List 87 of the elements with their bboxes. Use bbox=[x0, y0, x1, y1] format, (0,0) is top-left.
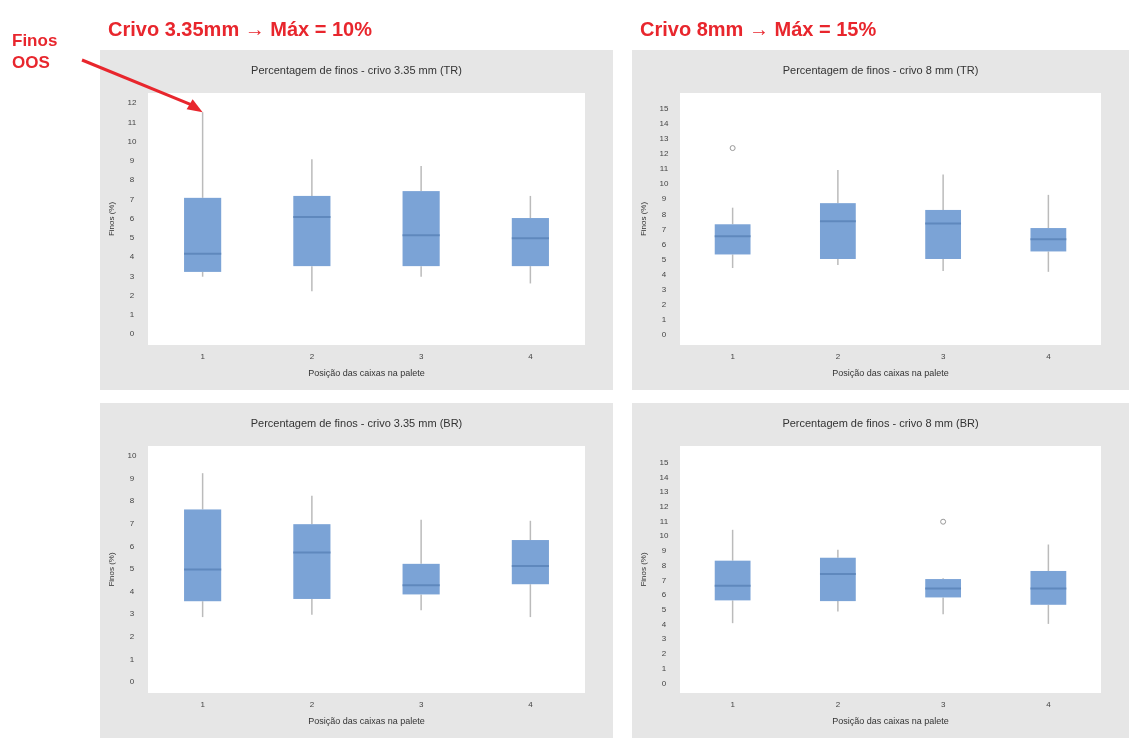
chart-title: Percentagem de finos - crivo 3.35 mm (TR) bbox=[251, 64, 462, 76]
x-tick-label: 4 bbox=[528, 352, 534, 361]
y-tick-label: 4 bbox=[661, 619, 667, 629]
x-axis-title: Posição das caixas na palete bbox=[308, 368, 425, 378]
y-tick-label: 11 bbox=[127, 117, 137, 127]
x-tick-label: 2 bbox=[309, 352, 315, 361]
y-axis-title: Finos (%) bbox=[107, 552, 116, 587]
x-tick-label: 1 bbox=[200, 700, 206, 709]
y-tick-label: 3 bbox=[661, 284, 667, 294]
text: Crivo 3.35mm → Máx = 10% bbox=[108, 18, 373, 40]
y-axis-title: Finos (%) bbox=[107, 201, 116, 237]
x-axis-title: Posição das caixas na palete bbox=[832, 368, 949, 378]
x-tick-label: 2 bbox=[835, 352, 841, 361]
x-axis-title: Posição das caixas na palete bbox=[832, 716, 949, 726]
y-tick-label: 5 bbox=[129, 233, 135, 243]
y-tick-label: 9 bbox=[129, 156, 135, 166]
y-tick-label: 0 bbox=[661, 678, 667, 688]
y-tick-label: 14 bbox=[659, 472, 669, 482]
x-tick-label: 1 bbox=[730, 352, 736, 361]
y-tick-label: 15 bbox=[659, 457, 669, 467]
y-tick-label: 12 bbox=[127, 98, 137, 108]
y-tick-label: 1 bbox=[661, 663, 667, 673]
y-tick-label: 6 bbox=[661, 239, 667, 249]
x-tick-label: 1 bbox=[730, 700, 736, 709]
x-axis-title: Posição das caixas na palete bbox=[308, 716, 425, 726]
text: Crivo 8mm → Máx = 15% bbox=[640, 18, 877, 40]
chart-title: Percentagem de finos - crivo 8 mm (TR) bbox=[782, 64, 979, 76]
x-tick-label: 3 bbox=[418, 352, 424, 361]
y-tick-label: 7 bbox=[129, 194, 135, 204]
x-tick-label: 3 bbox=[940, 352, 946, 361]
y-tick-label: 7 bbox=[661, 575, 667, 585]
y-tick-label: 15 bbox=[659, 103, 669, 113]
y-tick-label: 8 bbox=[129, 175, 135, 185]
y-tick-label: 2 bbox=[129, 290, 135, 300]
chart-title: Percentagem de finos - crivo 3.35 mm (BR) bbox=[250, 417, 463, 429]
chart-title: Percentagem de finos - crivo 8 mm (BR) bbox=[782, 417, 979, 429]
y-tick-label: 13 bbox=[659, 134, 669, 144]
y-tick-label: 0 bbox=[129, 677, 135, 687]
text: Finos OOS bbox=[12, 31, 58, 72]
y-tick-label: 2 bbox=[129, 632, 135, 642]
y-tick-label: 1 bbox=[129, 654, 135, 664]
y-tick-label: 8 bbox=[661, 209, 667, 219]
y-tick-label: 10 bbox=[127, 136, 137, 146]
y-tick-label: 11 bbox=[659, 516, 669, 526]
x-tick-label: 4 bbox=[528, 700, 534, 709]
y-tick-label: 1 bbox=[129, 310, 135, 320]
y-tick-label: 5 bbox=[661, 605, 667, 614]
y-tick-label: 9 bbox=[661, 546, 667, 556]
y-tick-label: 2 bbox=[661, 649, 667, 659]
y-tick-label: 8 bbox=[661, 560, 667, 570]
y-tick-label: 11 bbox=[659, 164, 669, 174]
y-tick-label: 5 bbox=[129, 564, 135, 574]
y-tick-label: 6 bbox=[129, 213, 135, 223]
y-tick-label: 12 bbox=[659, 149, 669, 159]
y-tick-label: 4 bbox=[129, 252, 135, 262]
y-tick-label: 5 bbox=[661, 254, 667, 264]
y-tick-label: 3 bbox=[129, 609, 135, 619]
y-tick-label: 0 bbox=[129, 329, 135, 339]
y-tick-label: 0 bbox=[661, 330, 667, 340]
y-tick-label: 9 bbox=[129, 473, 135, 483]
x-tick-label: 2 bbox=[835, 700, 841, 709]
x-tick-label: 4 bbox=[1046, 352, 1052, 361]
y-tick-label: 8 bbox=[129, 496, 135, 506]
y-tick-label: 2 bbox=[661, 300, 667, 310]
y-axis-title: Finos (%) bbox=[639, 552, 648, 587]
y-tick-label: 3 bbox=[661, 634, 667, 644]
y-tick-label: 10 bbox=[659, 179, 669, 189]
y-tick-label: 7 bbox=[661, 224, 667, 234]
y-axis-title: Finos (%) bbox=[639, 201, 648, 237]
x-tick-label: 1 bbox=[200, 352, 206, 361]
y-tick-label: 14 bbox=[659, 118, 669, 128]
y-tick-label: 3 bbox=[129, 271, 135, 281]
y-tick-label: 12 bbox=[659, 502, 669, 512]
y-tick-label: 9 bbox=[661, 194, 667, 204]
x-tick-label: 3 bbox=[418, 700, 424, 709]
y-tick-label: 10 bbox=[659, 531, 669, 541]
y-tick-label: 7 bbox=[129, 518, 135, 528]
y-tick-label: 13 bbox=[659, 487, 669, 497]
y-tick-label: 6 bbox=[129, 541, 135, 551]
y-tick-label: 1 bbox=[661, 315, 667, 325]
x-tick-label: 4 bbox=[1046, 700, 1052, 709]
x-tick-label: 3 bbox=[940, 700, 946, 709]
y-tick-label: 6 bbox=[661, 590, 667, 600]
y-tick-label: 4 bbox=[129, 586, 135, 596]
y-tick-label: 10 bbox=[127, 450, 137, 460]
x-tick-label: 2 bbox=[309, 700, 315, 709]
y-tick-label: 4 bbox=[661, 269, 667, 279]
